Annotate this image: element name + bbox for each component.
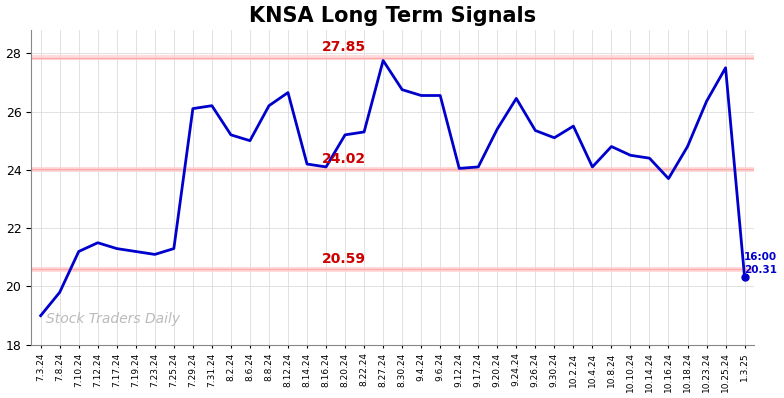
Text: 27.85: 27.85 (322, 40, 366, 54)
Title: KNSA Long Term Signals: KNSA Long Term Signals (249, 6, 536, 25)
Text: Stock Traders Daily: Stock Traders Daily (45, 312, 180, 326)
Text: 20.31: 20.31 (744, 265, 777, 275)
Bar (31, 55, 754, 60)
Text: 24.02: 24.02 (322, 152, 366, 166)
Text: 16:00: 16:00 (744, 252, 777, 262)
Bar (31, 167, 754, 172)
Text: 20.59: 20.59 (322, 252, 366, 266)
Bar (31, 267, 754, 271)
